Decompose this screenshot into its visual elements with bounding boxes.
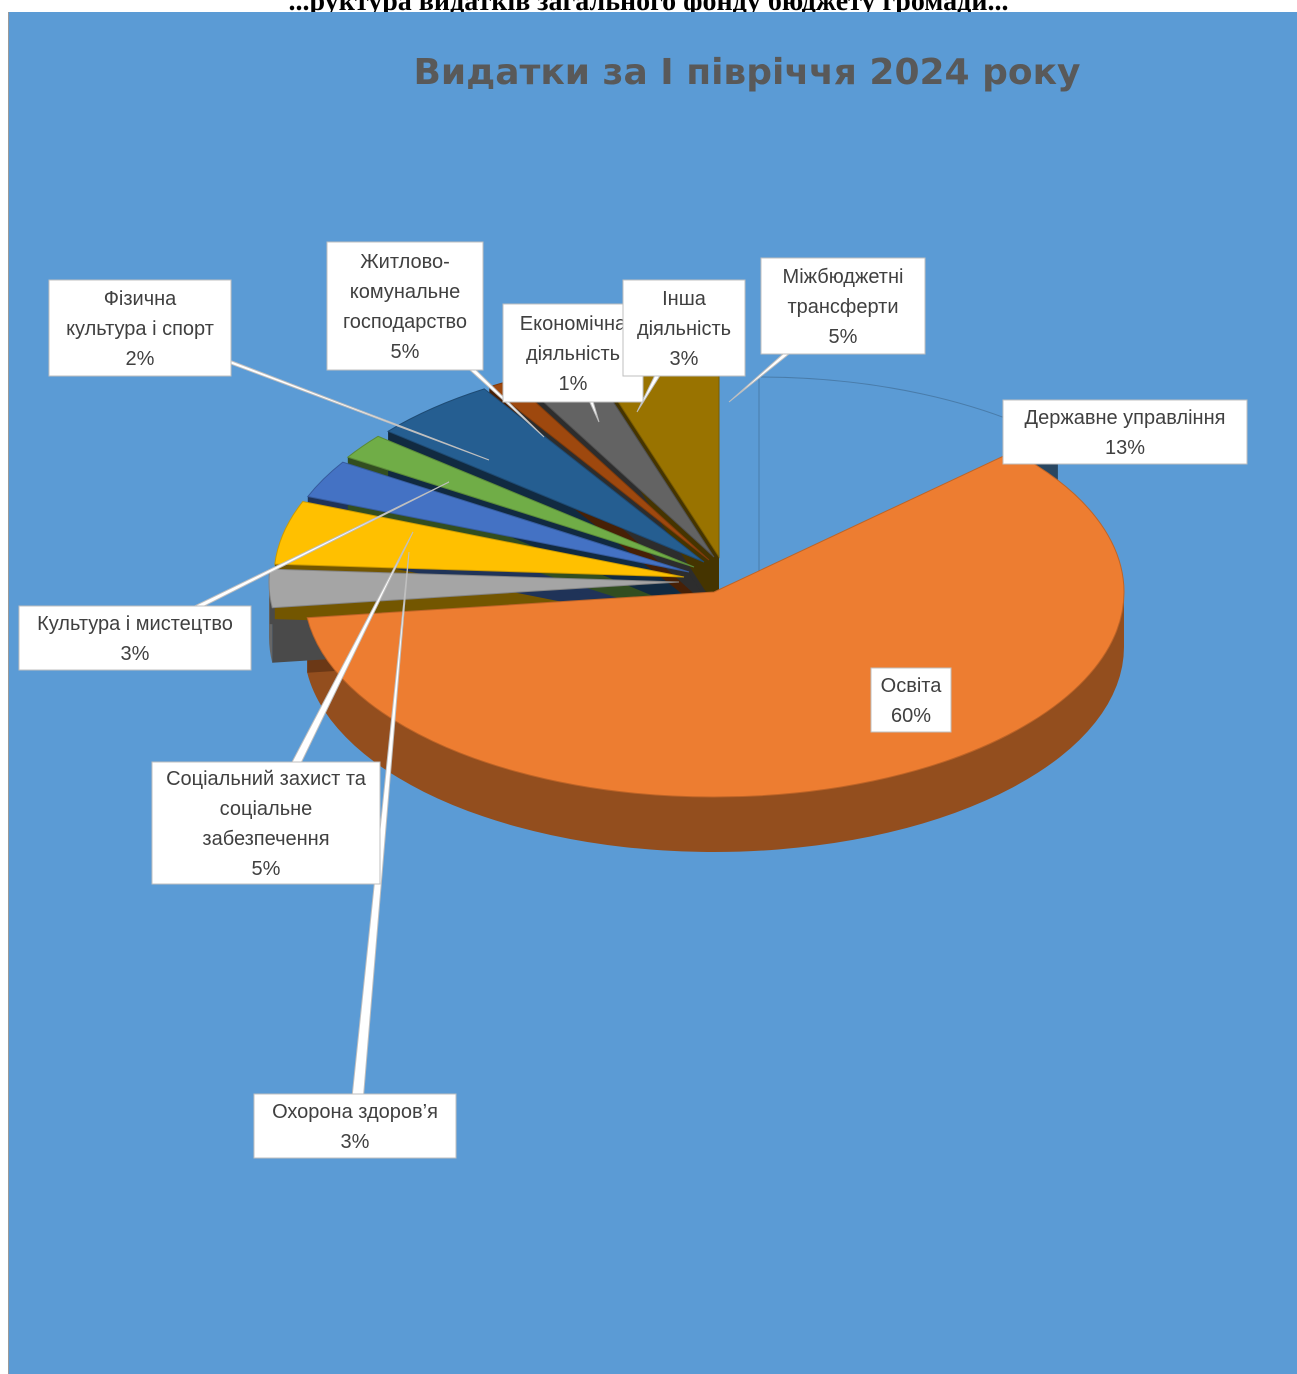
chart-area: Видатки за I півріччя 2024 року Державне… [8, 12, 1297, 1374]
data-label-value: 3% [670, 348, 699, 370]
callout-box [622, 279, 746, 377]
data-label-value: 3% [341, 1131, 370, 1153]
data-label-3: Соціальний захист та соціальне забезпеченн… [151, 761, 381, 885]
pie-slice-3 [274, 500, 685, 578]
callout-box [18, 605, 252, 671]
data-label-name: Інша діяльність [637, 288, 731, 340]
callout-box [151, 761, 381, 885]
callout-box [870, 667, 952, 733]
data-label-name: Охорона здоров’я [272, 1101, 438, 1123]
data-label-value: 60% [891, 705, 931, 727]
pie-slice-4 [306, 461, 690, 573]
callout-box [326, 241, 484, 371]
data-label-value: 5% [252, 858, 281, 880]
data-label-9: Міжбюджетні трансферти 5% [760, 257, 926, 355]
data-labels: Державне управління 13% Освіта 60% Охорона з… [18, 241, 1248, 1159]
data-label-name: Житлово-комунальне господарство [343, 251, 467, 333]
data-label-value: 2% [126, 348, 155, 370]
callout-box [502, 303, 644, 403]
data-label-name: Міжбюджетні трансферти [783, 266, 904, 318]
data-label-name: Освіта [881, 675, 943, 697]
data-label-7: Економічна діяльність 1% [502, 303, 644, 403]
chart-title: Видатки за I півріччя 2024 року [413, 52, 1080, 93]
pie-slice-5 [346, 435, 695, 568]
data-label-5: Фізична культура і спорт 2% [48, 279, 232, 377]
data-label-8: Інша діяльність 3% [622, 279, 746, 377]
data-label-name: Соціальний захист та соціальне забезпеченн… [166, 768, 367, 850]
data-label-value: 13% [1105, 437, 1145, 459]
data-label-2: Охорона здоров’я 3% [253, 1093, 457, 1159]
data-label-name: Фізична культура і спорт [66, 288, 214, 340]
pie-slice-side-1 [307, 592, 1124, 853]
data-label-name: Культура і мистецтво [37, 613, 233, 635]
data-label-value: 3% [121, 643, 150, 665]
callout-box [48, 279, 232, 377]
callout-box [253, 1093, 457, 1159]
data-label-name: Економічна діяльність [520, 313, 627, 365]
callout-box [1002, 399, 1248, 465]
data-label-value: 5% [829, 326, 858, 348]
data-label-1: Освіта 60% [870, 667, 952, 733]
pie-slice-6 [386, 388, 705, 563]
pie-chart: Видатки за I півріччя 2024 року Державне… [18, 52, 1248, 1159]
data-label-name: Державне управління [1025, 407, 1226, 429]
callout-box [760, 257, 926, 355]
data-label-value: 1% [559, 373, 588, 395]
data-label-6: Житлово-комунальне господарство 5% [326, 241, 484, 371]
data-label-value: 5% [391, 341, 420, 363]
data-label-4: Культура і мистецтво 3% [18, 605, 252, 671]
data-label-0: Державне управління 13% [1002, 399, 1248, 465]
